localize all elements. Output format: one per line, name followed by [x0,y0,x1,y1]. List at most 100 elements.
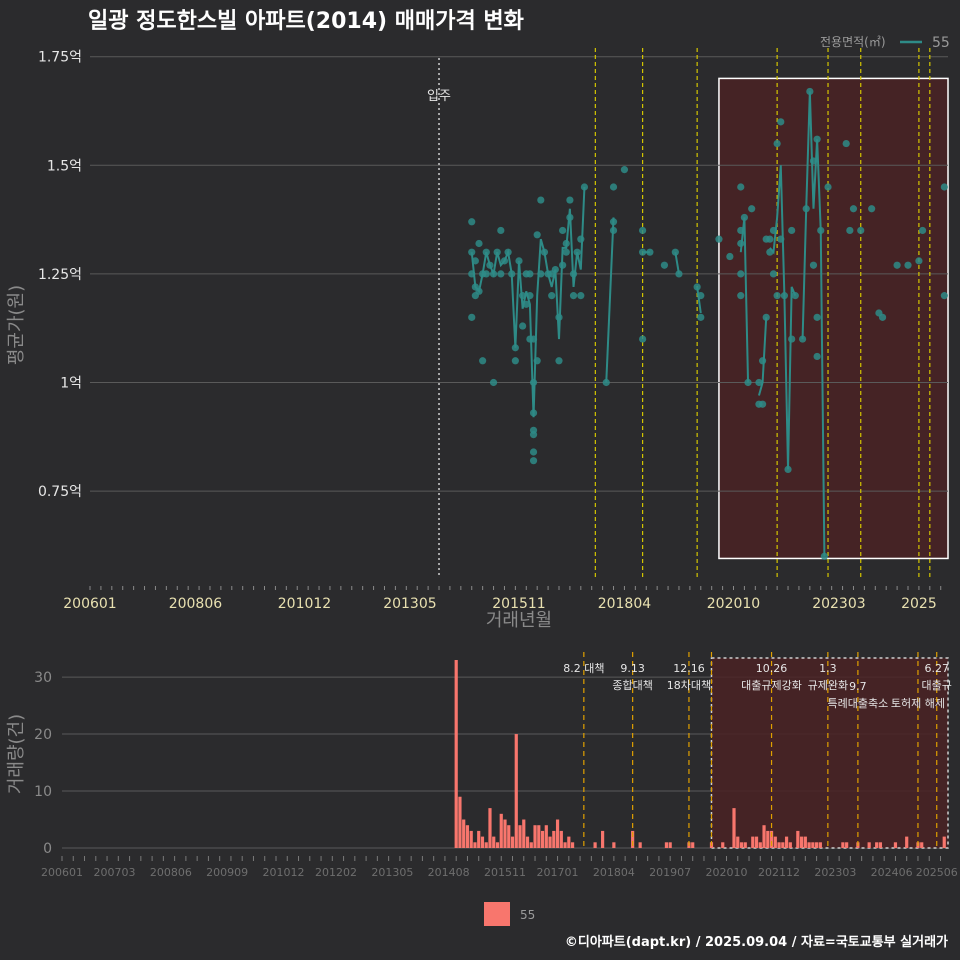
volume-x-tick-label: 200601 [41,866,83,879]
volume-bar [811,842,815,848]
volume-bar [815,842,819,848]
price-point [737,270,745,278]
price-point [529,409,538,417]
volume-bar [548,836,552,848]
price-x-tick-label: 201804 [598,596,652,612]
volume-bar [743,842,747,848]
price-point [529,335,538,343]
volume-bar [878,842,883,848]
volume-bar [867,842,871,848]
price-point [529,426,538,434]
price-x-tick-label: 201511 [492,596,545,612]
volume-bar [754,836,759,848]
volume-bar [499,813,503,848]
price-point [849,205,858,213]
volume-bar [480,836,485,848]
price-point [526,270,534,278]
volume-bar [601,830,605,848]
volume-bar [525,836,530,848]
legend-bar-swatch [484,902,510,926]
volume-event-label: 9.13 [620,662,645,675]
volume-bar [762,825,766,848]
price-point [740,213,749,222]
price-point [511,344,519,352]
price-y-axis-title: 평균가(원) [6,285,27,365]
volume-bar [462,819,466,848]
volume-bar [758,842,762,848]
volume-event-label: 8.2 대책 [563,662,604,675]
price-point [493,248,501,256]
price-point [693,283,701,291]
price-point [915,257,923,265]
price-point [660,261,669,269]
price-point [671,248,679,256]
volume-bar [875,842,879,848]
price-point [529,457,538,465]
volume-bar [544,825,548,848]
price-point [904,261,912,269]
chart-title: 일광 정도한스빌 아파트(2014) 매매가격 변화 [88,9,524,34]
volume-y-tick-label: 0 [43,841,52,857]
price-point [526,292,534,300]
price-point [868,205,876,213]
volume-y-axis-title: 거래량(건) [6,714,27,794]
volume-bar [537,825,541,848]
volume-event-label: 6.27 [924,662,949,675]
price-highlight-box [718,77,949,560]
volume-bar [533,825,537,848]
volume-bar [920,842,924,848]
volume-bar [739,842,744,848]
legend-top: 전용면적(㎡) 55 [820,35,950,51]
volume-bar [484,842,488,848]
price-point [780,292,788,300]
volume-bar [492,836,496,848]
price-point [809,157,818,165]
price-point [755,378,763,387]
price-point [529,378,538,387]
price-point [609,183,618,191]
price-point [791,292,799,300]
volume-bar [488,808,492,848]
volume-y-tick-label: 30 [34,670,52,686]
price-point [497,226,505,235]
price-point [580,183,589,191]
price-point [475,239,483,248]
price-point [511,357,519,365]
volume-x-tick-label: 202406 [871,866,913,879]
volume-bar [570,842,575,848]
price-point [813,135,821,143]
volume-bar [691,842,695,848]
price-y-tick-label: 1억 [60,376,82,392]
volume-event-label: 12.16 [673,662,705,675]
volume-bar [559,830,563,848]
price-x-axis-title: 거래년월 [486,610,552,631]
price-point [489,270,498,278]
price-point [559,226,567,235]
price-point [737,292,745,300]
credit-text: ©디아파트(dapt.kr) / 2025.09.04 / 자료=국토교통부 실… [565,934,948,950]
price-point [475,287,483,295]
volume-bar [458,796,462,848]
volume-event-label: 규제완화 [808,679,848,692]
legend-title: 전용면적(㎡) [820,35,886,49]
price-point [566,196,574,204]
volume-bar [631,830,635,848]
price-series-line [757,317,768,396]
volume-bar [893,842,898,848]
volume-bar [514,734,518,848]
price-point [813,352,821,361]
price-point [766,235,774,243]
volume-bar [796,830,800,848]
volume-bar [784,836,789,848]
volume-event-label: 9.7 [849,680,867,693]
price-point [769,270,778,278]
price-point [788,226,796,235]
volume-bar [552,830,556,848]
price-point [551,265,559,274]
volume-x-tick-label: 202112 [758,866,800,879]
price-point [918,226,927,235]
volume-event-label: 종합대책 [612,679,652,692]
volume-bar [473,842,477,848]
volume-bar [469,830,473,848]
price-point [715,235,723,243]
